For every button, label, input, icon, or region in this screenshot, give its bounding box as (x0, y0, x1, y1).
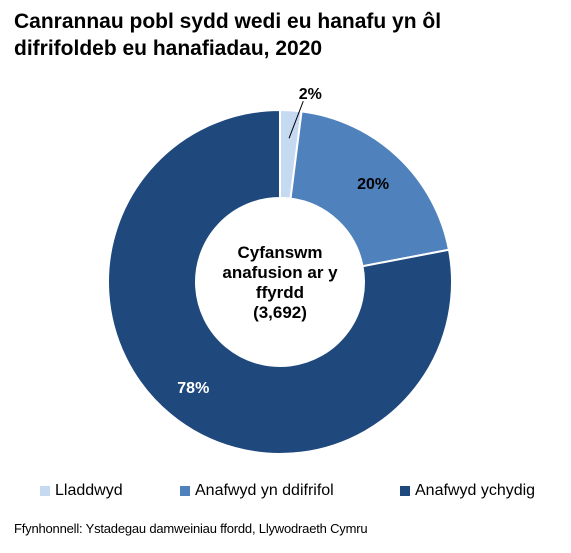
legend-item-3: Anafwyd ychydig (400, 481, 535, 501)
center-label-line-2: anafusion ar y (222, 263, 338, 282)
chart-title: Canrannau pobl sydd wedi eu hanafu yn ôl… (14, 8, 564, 62)
legend-swatch-2 (180, 486, 190, 496)
chart-title-line-2: difrifoldeb eu hanafiadau, 2020 (14, 37, 323, 60)
legend-label-3: Anafwyd ychydig (415, 482, 536, 499)
legend-item-2: Anafwyd yn ddifrifol (180, 481, 334, 501)
legend-item-1: Lladdwyd (40, 481, 123, 501)
chart-title-line-1: Canrannau pobl sydd wedi eu hanafu yn ôl (14, 10, 442, 33)
legend-label-2: Anafwyd yn ddifrifol (195, 482, 334, 499)
center-label-line-4: (3,692) (253, 303, 307, 322)
legend-label-1: Lladdwyd (55, 482, 123, 499)
legend-swatch-3 (400, 486, 410, 496)
data-label-3: 78% (177, 380, 209, 397)
legend-swatch-1 (40, 486, 50, 496)
donut-slice-3 (107, 108, 453, 455)
chart-legend: Lladdwyd Anafwyd yn ddifrifol Anafwyd ychy… (0, 481, 571, 501)
data-label-2: 20% (357, 176, 389, 193)
donut-slice-2 (289, 110, 451, 268)
center-label-line-3: ffyrdd (256, 283, 304, 302)
source-note: Ffynhonnell: Ystadegau damweiniau ffordd… (14, 521, 368, 536)
data-label-leader-1 (288, 100, 304, 139)
data-label-1: 2% (299, 86, 322, 103)
center-label-line-1: Cyfanswm (237, 243, 322, 262)
